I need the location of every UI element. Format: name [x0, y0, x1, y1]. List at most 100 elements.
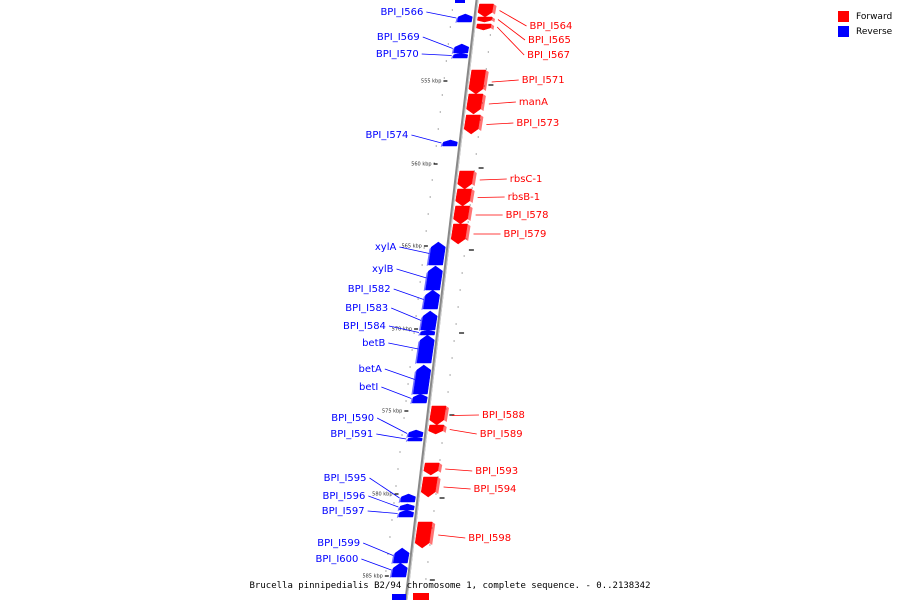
gene-label[interactable]: BPI_I582: [348, 284, 391, 295]
gene-bpi_i573[interactable]: BPI_I573: [463, 114, 559, 135]
gene-arrow[interactable]: [399, 503, 415, 511]
gene-bpi_i599[interactable]: BPI_I599: [317, 538, 410, 564]
gene-arrow[interactable]: [407, 429, 424, 438]
gene-beti[interactable]: betI: [359, 382, 428, 404]
gene-arrow[interactable]: [453, 43, 470, 54]
gene-arrow[interactable]: [468, 69, 487, 95]
gene-bpi_i597[interactable]: BPI_I597: [322, 506, 414, 518]
gene-label[interactable]: BPI_I600: [315, 554, 358, 565]
gene-label[interactable]: BPI_I593: [475, 466, 518, 477]
gene-bpi_i570[interactable]: BPI_I570: [376, 49, 469, 60]
gene-label[interactable]: BPI_I567: [527, 50, 570, 61]
gene-label[interactable]: BPI_I591: [330, 429, 373, 440]
gene-label[interactable]: BPI_I564: [530, 21, 573, 32]
gene-label[interactable]: BPI_I597: [322, 506, 365, 517]
gene-bpi_i589[interactable]: BPI_I589: [428, 424, 523, 440]
gene-label[interactable]: BPI_I599: [317, 538, 360, 549]
gene-arrow[interactable]: [400, 493, 416, 503]
gene-label[interactable]: BPI_I573: [516, 118, 559, 129]
gene-bpi_i569[interactable]: BPI_I569: [377, 32, 470, 54]
gene-arrow[interactable]: [420, 329, 436, 336]
gene-label[interactable]: betA: [359, 364, 382, 375]
gene-arrow[interactable]: [452, 52, 469, 59]
gene-xyla[interactable]: xylA: [375, 241, 446, 266]
gene-label[interactable]: BPI_I565: [528, 35, 571, 46]
gene-label[interactable]: BPI_I598: [468, 533, 511, 544]
gene-label[interactable]: BPI_I569: [377, 32, 420, 43]
gene-arrow[interactable]: [429, 405, 447, 426]
gene-label[interactable]: BPI_I579: [503, 229, 546, 240]
gene-arrow[interactable]: [412, 393, 428, 404]
gene-bpi_i565[interactable]: BPI_I565: [477, 16, 571, 46]
gene-label[interactable]: rbsC-1: [510, 174, 543, 185]
gene-label[interactable]: BPI_I583: [345, 303, 388, 314]
gene-betb[interactable]: betB: [362, 334, 435, 364]
gene-bpi_i593[interactable]: BPI_I593: [423, 462, 518, 477]
gene-xylb[interactable]: xylB: [372, 264, 443, 291]
gene-arrow[interactable]: [457, 170, 475, 190]
gene-arrow[interactable]: [428, 241, 446, 266]
gene-label[interactable]: BPI_I595: [324, 473, 367, 484]
gene-arrow[interactable]: [442, 139, 458, 147]
gene-bpi_i600[interactable]: BPI_I600: [315, 554, 408, 578]
gene-bpi_i595[interactable]: BPI_I595: [324, 473, 416, 503]
gene-bpi_i594[interactable]: BPI_I594: [420, 476, 517, 498]
gene-bpi_i578[interactable]: BPI_I578: [453, 205, 549, 225]
gene-label[interactable]: BPI_I570: [376, 49, 419, 60]
gene-arrow[interactable]: [428, 424, 445, 435]
gene-rbsc-1[interactable]: rbsC-1: [457, 170, 543, 190]
gene-arrow[interactable]: [425, 265, 443, 291]
gene-bpi_i598[interactable]: BPI_I598: [414, 521, 511, 549]
gene-arrow[interactable]: [420, 476, 438, 498]
gene-bpi_i571[interactable]: BPI_I571: [468, 69, 565, 95]
gene-label[interactable]: xylB: [372, 264, 394, 275]
gene-beta[interactable]: betA: [359, 364, 432, 395]
gene-arrow[interactable]: [393, 547, 410, 564]
gene-arrow[interactable]: [463, 114, 481, 135]
gene-label[interactable]: BPI_I589: [480, 429, 523, 440]
gene-arrow[interactable]: [455, 188, 472, 207]
gene-rbsb-1[interactable]: rbsB-1: [455, 188, 541, 207]
gene-label[interactable]: betB: [362, 338, 385, 349]
gene-arrow[interactable]: [414, 521, 433, 549]
gene-label[interactable]: BPI_I590: [331, 413, 374, 424]
gene-label[interactable]: manA: [519, 97, 548, 108]
gene-bpi_i564[interactable]: BPI_I564: [477, 3, 573, 32]
gene-bpi_i567[interactable]: BPI_I567: [476, 23, 570, 61]
gene-arrow[interactable]: [477, 16, 493, 23]
gene-arrow[interactable]: [453, 205, 470, 225]
gene-label[interactable]: BPI_I584: [343, 321, 386, 332]
gene-arrow[interactable]: [391, 562, 408, 578]
gene-arrow[interactable]: [423, 462, 440, 476]
gene-arrow[interactable]: [477, 3, 494, 18]
gene-label[interactable]: BPI_I571: [522, 75, 565, 86]
gene-arrow[interactable]: [413, 364, 432, 395]
gene-arrow[interactable]: [407, 436, 423, 442]
gene-arrow[interactable]: [476, 23, 492, 31]
gene-arrow[interactable]: [466, 93, 484, 115]
gene-mana[interactable]: manA: [466, 93, 549, 115]
gene-arrow[interactable]: [423, 289, 440, 310]
gene-label[interactable]: betI: [359, 382, 378, 393]
gene-bpi_i596[interactable]: BPI_I596: [322, 491, 415, 511]
gene-bpi_i579[interactable]: BPI_I579: [450, 223, 546, 245]
gene-label[interactable]: BPI_I588: [482, 410, 525, 421]
gene-label[interactable]: BPI_I566: [380, 7, 423, 18]
gene-bpi_i588[interactable]: BPI_I588: [429, 405, 525, 426]
gene-label[interactable]: BPI_I596: [322, 491, 365, 502]
gene-bpi_i566[interactable]: BPI_I566: [380, 7, 473, 23]
gene-label[interactable]: BPI_I594: [474, 484, 517, 495]
gene-bpi_i583[interactable]: BPI_I583: [345, 303, 438, 331]
gene-arrow[interactable]: [398, 509, 414, 518]
gene-bpi_i591[interactable]: BPI_I591: [330, 429, 423, 442]
gene-label[interactable]: BPI_I574: [366, 130, 409, 141]
gene-label[interactable]: BPI_I578: [506, 210, 549, 221]
gene-arrow[interactable]: [420, 310, 438, 331]
gene-label[interactable]: rbsB-1: [508, 192, 541, 203]
gene-arrow[interactable]: [457, 13, 473, 23]
gene-label[interactable]: xylA: [375, 242, 397, 253]
gene-bpi_i582[interactable]: BPI_I582: [348, 284, 440, 310]
gene-bpi_i574[interactable]: BPI_I574: [366, 130, 458, 147]
gene-arrow[interactable]: [416, 334, 435, 364]
gene-arrow[interactable]: [450, 223, 468, 245]
